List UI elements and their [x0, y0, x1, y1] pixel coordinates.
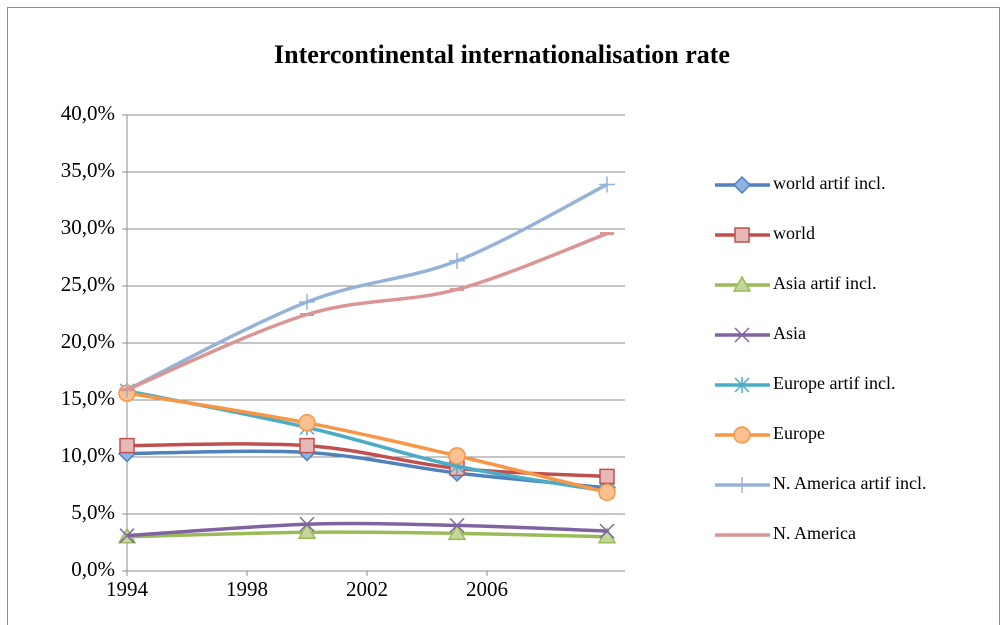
series-line [126, 391, 608, 495]
marker [299, 293, 315, 310]
x-tick-label: 1994 [106, 577, 149, 601]
y-tick-label: 40,0% [61, 101, 115, 125]
legend-label: world artif incl. [773, 173, 885, 193]
marker [734, 377, 750, 393]
series-line [126, 530, 608, 539]
marker [734, 477, 750, 493]
marker [119, 528, 135, 544]
marker [599, 523, 615, 539]
y-tick-label: 15,0% [61, 386, 115, 410]
y-tick-label: 30,0% [61, 215, 115, 239]
x-tick-label: 1998 [226, 577, 268, 601]
y-tick-label: 25,0% [61, 272, 115, 296]
marker [298, 414, 316, 432]
y-tick-label: 0,0% [71, 557, 115, 581]
series-line [126, 182, 608, 392]
marker [733, 426, 751, 444]
y-tick-label: 10,0% [61, 443, 115, 467]
marker [297, 522, 317, 539]
legend-label: Europe [773, 423, 825, 443]
x-tick-label: 2002 [346, 577, 388, 601]
y-tick-label: 35,0% [61, 158, 115, 182]
marker [299, 437, 315, 454]
y-tick-label: 20,0% [61, 329, 115, 353]
legend-label: Asia artif incl. [773, 273, 876, 293]
chart-border [7, 7, 1000, 625]
marker [447, 523, 467, 541]
marker [119, 437, 135, 454]
legend-label: N. America [773, 523, 856, 543]
marker [732, 275, 752, 292]
legend-label: Asia [773, 323, 806, 343]
marker [599, 468, 615, 485]
legend-label: Europe artif incl. [773, 373, 895, 393]
legend-label: world [773, 223, 815, 243]
legend-label: N. America artif incl. [773, 473, 926, 493]
marker [734, 227, 750, 243]
marker [299, 516, 315, 532]
series-line [126, 442, 608, 479]
y-tick-label: 5,0% [71, 500, 115, 524]
chart-title: Intercontinental internationalisation ra… [274, 40, 730, 69]
marker [734, 327, 750, 343]
marker [449, 252, 465, 269]
series-line [126, 231, 608, 392]
marker [448, 447, 466, 465]
series-line [126, 521, 608, 538]
marker [732, 175, 752, 195]
marker [449, 517, 465, 533]
x-tick-label: 2006 [466, 577, 508, 601]
marker [599, 176, 615, 193]
marker [598, 483, 616, 502]
